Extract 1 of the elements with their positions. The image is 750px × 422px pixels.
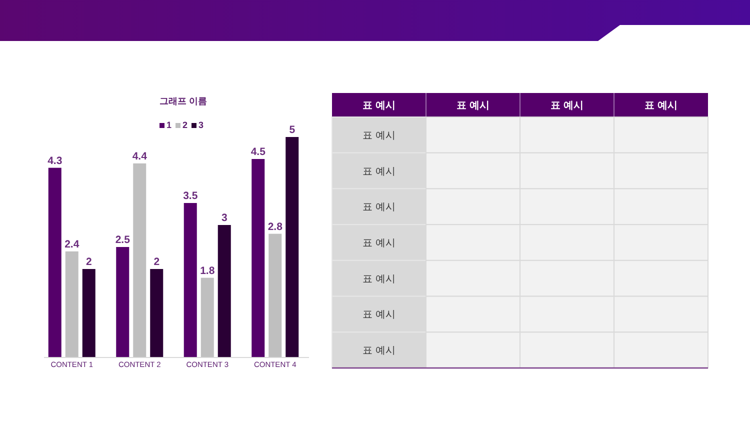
title: 그래프 이름 <box>160 96 208 106</box>
